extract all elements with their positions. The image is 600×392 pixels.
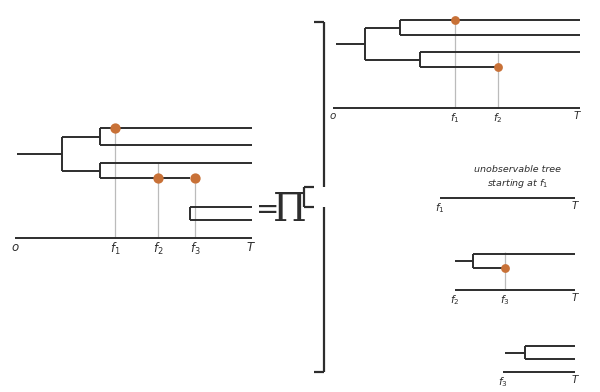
Text: $f_1$: $f_1$ <box>110 241 121 257</box>
Text: T: T <box>574 111 580 121</box>
Point <box>110 125 120 131</box>
Text: $f_2$: $f_2$ <box>450 293 460 307</box>
Text: $f_1$: $f_1$ <box>450 111 460 125</box>
Text: $f_2$: $f_2$ <box>153 241 163 257</box>
Text: T: T <box>572 201 578 211</box>
Text: Π: Π <box>273 192 307 229</box>
Text: $f_3$: $f_3$ <box>498 375 508 389</box>
Text: T: T <box>572 375 578 385</box>
Text: T: T <box>247 241 254 254</box>
Text: $f_2$: $f_2$ <box>493 111 503 125</box>
Point <box>153 175 163 181</box>
Point <box>450 17 460 23</box>
Text: $f_1$: $f_1$ <box>435 201 445 215</box>
Point <box>493 64 503 70</box>
Text: =: = <box>256 196 280 224</box>
Text: $f_3$: $f_3$ <box>500 293 510 307</box>
Point <box>500 265 510 271</box>
Text: o: o <box>11 241 19 254</box>
Text: o: o <box>330 111 336 121</box>
Point <box>190 175 200 181</box>
Text: $f_3$: $f_3$ <box>190 241 200 257</box>
Text: unobservable tree
starting at $f_1$: unobservable tree starting at $f_1$ <box>474 165 561 190</box>
Text: T: T <box>572 293 578 303</box>
